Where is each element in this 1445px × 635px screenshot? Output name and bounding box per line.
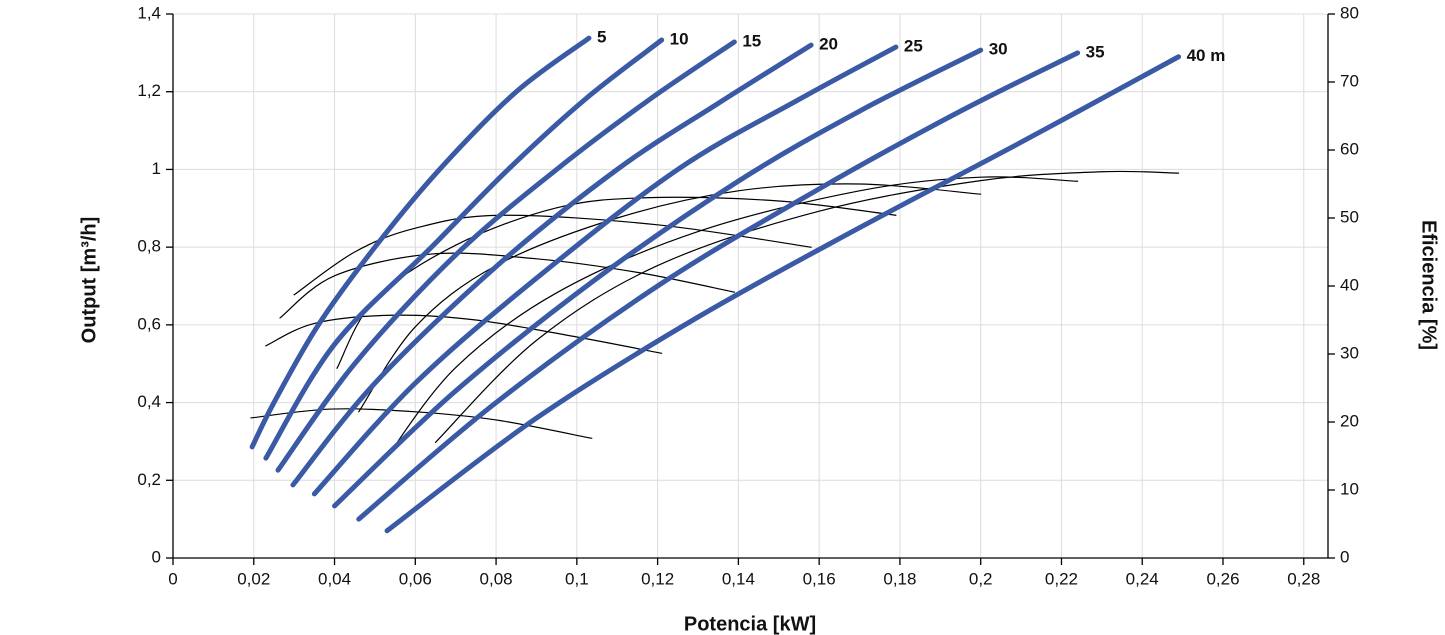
y2-axis-label: Eficiencia [%]	[1418, 220, 1440, 350]
x-axis-label: Potencia [kW]	[684, 613, 816, 635]
y-tick-label: 0,2	[137, 470, 161, 489]
series-label: 25	[904, 37, 923, 56]
output-line	[332, 47, 984, 509]
y2-tick-label: 0	[1340, 547, 1349, 566]
output-line	[311, 44, 899, 497]
efficiency-line	[279, 252, 735, 319]
y-tick-label: 0,4	[137, 392, 161, 411]
series-label: 10	[670, 30, 689, 49]
x-tick-label: 0,14	[722, 569, 755, 588]
y-tick-label: 0,8	[137, 237, 161, 256]
series-label: 5	[597, 28, 606, 47]
x-tick-label: 0,08	[480, 569, 513, 588]
x-tick-label: 0,24	[1126, 569, 1159, 588]
efficiency-line	[434, 170, 1180, 443]
efficiency-line	[386, 176, 1079, 458]
series-label: 35	[1086, 42, 1105, 61]
y2-tick-label: 20	[1340, 411, 1359, 430]
output-line	[356, 50, 1081, 522]
x-tick-label: 0,04	[318, 569, 351, 588]
y-tick-label: 1,2	[137, 81, 161, 100]
x-tick-label: 0,22	[1045, 569, 1078, 588]
x-tick-label: 0,18	[883, 569, 916, 588]
x-tick-label: 0,02	[237, 569, 270, 588]
x-tick-label: 0,28	[1287, 569, 1320, 588]
efficiency-line	[265, 314, 663, 354]
y-tick-label: 0,6	[137, 314, 161, 333]
output-line	[290, 42, 814, 488]
output-line	[384, 54, 1182, 534]
series-label: 15	[742, 31, 761, 50]
efficiency-line	[336, 196, 897, 369]
y2-tick-label: 40	[1340, 275, 1359, 294]
output-line	[263, 37, 665, 461]
y2-tick-label: 80	[1340, 3, 1359, 22]
x-tick-label: 0,2	[969, 569, 993, 588]
output-line	[275, 39, 737, 473]
x-tick-label: 0	[168, 569, 177, 588]
y-tick-label: 1	[152, 159, 161, 178]
series-label: 40 m	[1187, 46, 1226, 65]
series-label: 30	[989, 40, 1008, 59]
x-tick-label: 0,1	[565, 569, 589, 588]
y2-tick-label: 70	[1340, 71, 1359, 90]
y2-tick-label: 50	[1340, 207, 1359, 226]
y2-tick-label: 60	[1340, 139, 1359, 158]
y-tick-label: 0	[152, 547, 161, 566]
x-tick-label: 0,06	[399, 569, 432, 588]
y-tick-label: 1,4	[137, 3, 161, 22]
x-tick-label: 0,12	[641, 569, 674, 588]
series-label: 20	[819, 35, 838, 54]
x-tick-label: 0,26	[1206, 569, 1239, 588]
x-tick-label: 0,16	[803, 569, 836, 588]
y-axis-label: Output [m³/h]	[78, 217, 100, 344]
y2-tick-label: 30	[1340, 343, 1359, 362]
y2-tick-label: 10	[1340, 479, 1359, 498]
efficiency-line	[358, 183, 982, 413]
output-line	[249, 35, 592, 450]
